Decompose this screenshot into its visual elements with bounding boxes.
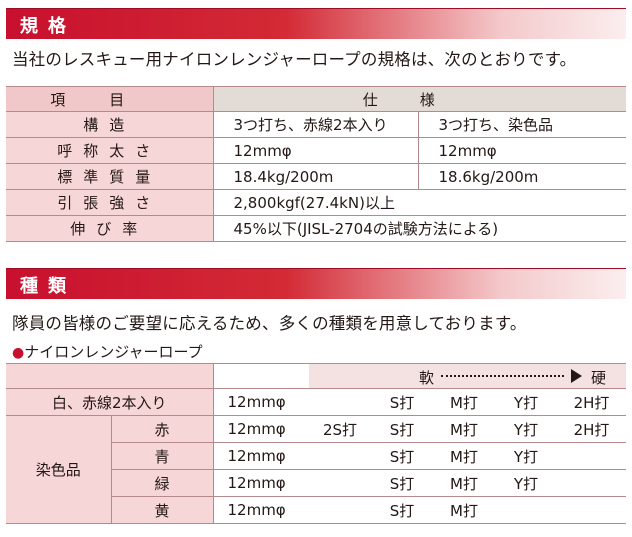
spec-row-value: 45%以下(JISL-2704の試験方法による)	[213, 215, 626, 242]
spec-row: 呼称太さ 12mmφ 12mmφ	[6, 137, 626, 164]
size-cell: 12mmφ	[213, 442, 309, 470]
grade-cell: 2H打	[557, 388, 626, 416]
spec-row-value: 3つ打ち、染色品	[418, 111, 626, 138]
spec-row-value: 3つ打ち、赤線2本入り	[213, 111, 419, 138]
spec-row-label: 標準質量	[6, 163, 214, 190]
dotted-arrow-line	[441, 375, 564, 377]
grade-cell	[557, 442, 626, 470]
grade-cell: 2H打	[557, 415, 626, 443]
spec-row-label: 伸び率	[6, 215, 214, 242]
types-header-blank	[6, 363, 214, 389]
grade-cell: M打	[433, 496, 495, 524]
grade-cell: S打	[371, 415, 433, 443]
spec-header-item: 項目	[6, 86, 214, 112]
hardness-scale: 軟 硬	[309, 363, 626, 389]
types-row: 黄 12mmφ S打 M打	[6, 496, 626, 524]
grade-cell	[495, 496, 557, 524]
bullet-icon: ●	[12, 345, 25, 361]
types-table: 軟 硬 白、赤線2本入り 12mmφ S打 M打 Y打 2H打 染色品 赤 12…	[6, 363, 626, 524]
types-section-header: 種類	[6, 268, 626, 299]
grade-cell	[557, 496, 626, 524]
spec-row-value: 18.4kg/200m	[213, 163, 419, 190]
spec-row: 構造 3つ打ち、赤線2本入り 3つ打ち、染色品	[6, 111, 626, 138]
grade-cell: Y打	[495, 388, 557, 416]
spec-row: 標準質量 18.4kg/200m 18.6kg/200m	[6, 163, 626, 190]
grade-cell: Y打	[495, 469, 557, 497]
grade-cell	[309, 469, 371, 497]
grade-cell: M打	[433, 415, 495, 443]
grade-cell	[309, 442, 371, 470]
types-row: 染色品 赤 12mmφ 2S打 S打 M打 Y打 2H打	[6, 415, 626, 524]
spec-header-row: 項目 仕様	[6, 86, 626, 112]
color-label: 黄	[111, 496, 214, 524]
spec-row-label: 構造	[6, 111, 214, 138]
types-row: 青 12mmφ S打 M打 Y打	[6, 442, 626, 470]
product-name: ナイロンレンジャーロープ	[24, 343, 203, 361]
grade-cell: S打	[371, 442, 433, 470]
scale-hard-label: 硬	[590, 369, 606, 387]
spec-row: 伸び率 45%以下(JISL-2704の試験方法による)	[6, 215, 626, 242]
grade-cell: Y打	[495, 442, 557, 470]
spec-row-value: 12mmφ	[213, 137, 419, 164]
scale-soft-label: 軟	[419, 369, 435, 387]
spec-row-value: 2,800kgf(27.4kN)以上	[213, 189, 626, 216]
grade-cell: Y打	[495, 415, 557, 443]
size-cell: 12mmφ	[213, 469, 309, 497]
types-row: 白、赤線2本入り 12mmφ S打 M打 Y打 2H打	[6, 388, 626, 416]
types-header-size-blank	[213, 363, 309, 389]
color-label: 青	[111, 442, 214, 470]
size-cell: 12mmφ	[213, 496, 309, 524]
grade-cell: S打	[371, 496, 433, 524]
types-row: 緑 12mmφ S打 M打 Y打	[6, 469, 626, 497]
white-row-label: 白、赤線2本入り	[6, 388, 214, 416]
spec-row: 引張強さ 2,800kgf(27.4kN)以上	[6, 189, 626, 216]
spec-row-value: 18.6kg/200m	[418, 163, 626, 190]
spec-section-title: 規格	[20, 16, 76, 37]
spec-header-spec: 仕様	[213, 86, 626, 112]
spec-table: 項目 仕様 構造 3つ打ち、赤線2本入り 3つ打ち、染色品 呼称太さ 12mmφ…	[6, 86, 626, 242]
types-intro-text: 隊員の皆様のご要望に応えるため、多くの種類を用意しております。	[12, 314, 527, 333]
color-label: 緑	[111, 469, 214, 497]
grade-cell: M打	[433, 469, 495, 497]
grade-cell: S打	[371, 388, 433, 416]
spec-section-header: 規格	[6, 8, 626, 39]
color-label: 赤	[111, 415, 214, 443]
dyed-group-label: 染色品	[6, 415, 112, 524]
types-section-title: 種類	[20, 276, 76, 297]
grade-cell	[309, 496, 371, 524]
arrow-right-icon	[571, 369, 582, 383]
grade-cell: S打	[371, 469, 433, 497]
spec-intro-text: 当社のレスキュー用ナイロンレンジャーロープの規格は、次のとおりです。	[12, 50, 577, 69]
grade-cell: 2S打	[309, 415, 371, 443]
spec-row-label: 引張強さ	[6, 189, 214, 216]
grade-cell	[557, 469, 626, 497]
grade-cell	[309, 388, 371, 416]
size-cell: 12mmφ	[213, 415, 309, 443]
spec-row-value: 12mmφ	[418, 137, 626, 164]
grade-cell: M打	[433, 388, 495, 416]
product-heading: ●ナイロンレンジャーロープ	[12, 341, 203, 362]
types-header-row: 軟 硬	[6, 363, 626, 389]
spec-row-label: 呼称太さ	[6, 137, 214, 164]
grade-cell: M打	[433, 442, 495, 470]
size-cell: 12mmφ	[213, 388, 309, 416]
